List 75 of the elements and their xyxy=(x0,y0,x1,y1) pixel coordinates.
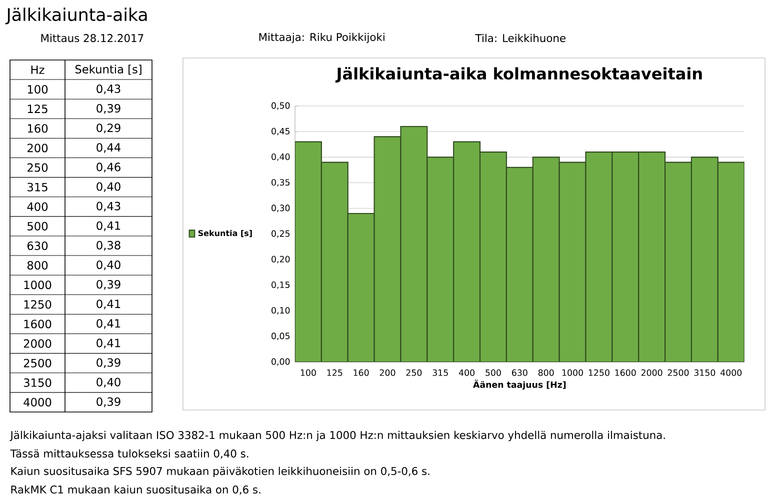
text: RakMK C1 mukaan kaiun suositusaika on 0,6 s. xyxy=(11,485,260,495)
text: 0,41 xyxy=(96,300,120,310)
text: 0,41 xyxy=(96,338,120,348)
text: 0,38 xyxy=(96,240,120,251)
y-tick-label: 0,20 xyxy=(272,256,290,264)
text: 0,44 xyxy=(96,143,120,153)
y-tick-label: 0,15 xyxy=(272,281,290,289)
y-tick-label: 0,05 xyxy=(272,332,290,340)
text: 0,40 xyxy=(96,182,120,192)
category-label: 3150 xyxy=(24,378,52,387)
x-tick-label: 160 xyxy=(354,369,369,376)
y-tick-label: 0,45 xyxy=(272,128,290,136)
y-tick-label: 0,30 xyxy=(272,204,290,212)
text: Tila: Leikkihuone xyxy=(475,34,566,42)
text: Mittaus 28.12.2017 xyxy=(41,34,144,42)
text: Hz xyxy=(31,66,44,74)
text: 0,39 xyxy=(96,358,120,368)
category-label: 500 xyxy=(28,222,48,230)
x-tick-label: 1600 xyxy=(615,369,636,376)
category-label: 100 xyxy=(28,85,48,94)
text: 0,39 xyxy=(96,280,120,290)
text: Kaiun suositusaika SFS 5907 mukaan päiväkotien leikkihuoneisiin on 0,5-0,6 s. xyxy=(11,466,430,478)
x-tick-label: 250 xyxy=(406,369,422,376)
x-tick-label: 315 xyxy=(432,369,448,376)
category-label: 800 xyxy=(27,261,48,270)
category-label: 1600 xyxy=(24,320,52,328)
category-label: 200 xyxy=(28,144,48,152)
x-tick-label: 3150 xyxy=(694,369,716,376)
text: Mittaaja: Riku Poikkijoki xyxy=(259,32,384,44)
text: 0,46 xyxy=(96,162,120,172)
chart-title: Jälkikaiunta-aika kolmannesoktaaveitain xyxy=(335,67,702,83)
x-tick-label: 100 xyxy=(300,369,316,376)
text: 0,41 xyxy=(96,221,120,232)
text: Sekuntia [s] xyxy=(75,64,142,75)
text: 0,43 xyxy=(96,84,120,94)
category-label: 4000 xyxy=(24,398,52,406)
category-label: 400 xyxy=(27,202,48,211)
y-tick-label: 0,35 xyxy=(272,179,290,187)
y-tick-label: 0,40 xyxy=(272,153,290,161)
text: 0,39 xyxy=(96,104,120,114)
x-tick-label: 400 xyxy=(458,369,474,376)
category-label: 630 xyxy=(27,241,48,250)
category-label: 250 xyxy=(28,163,48,172)
text: 0,40 xyxy=(96,260,120,270)
category-label: 160 xyxy=(28,124,48,133)
x-axis-title: Äänen taajuus [Hz] xyxy=(473,380,566,390)
text: Jälkikaiunta-aika xyxy=(5,8,147,24)
x-tick-label: 200 xyxy=(380,369,396,376)
y-tick-label: 0,25 xyxy=(272,230,290,238)
category-label: 1000 xyxy=(24,280,52,290)
text: Jälkikaiunta-ajaksi valitaan ISO 3382-1 mukaan 500 Hz:n ja 1000 Hz:n mittauksien keskiarvo yhdellä numerolla ilmaistuna. xyxy=(10,430,665,442)
category-label: 2500 xyxy=(24,358,52,368)
y-tick-label: 0,00 xyxy=(272,358,290,366)
x-tick-label: 2000 xyxy=(641,369,662,376)
text: Tässä mittauksessa tulokseksi saatiin 0,40 s. xyxy=(10,449,248,459)
text: 0,41 xyxy=(96,319,120,329)
y-tick-label: 0,10 xyxy=(272,307,290,315)
x-tick-label: 125 xyxy=(327,369,342,376)
category-label: 125 xyxy=(28,104,48,114)
category-label: 2000 xyxy=(24,339,52,348)
y-tick-label: 0,50 xyxy=(272,102,290,110)
text: 0,43 xyxy=(96,202,120,212)
x-tick-label: 630 xyxy=(512,369,528,376)
x-tick-label: 2500 xyxy=(668,369,689,376)
category-label: 315 xyxy=(28,182,48,192)
text: 0,40 xyxy=(96,378,120,388)
text: 0,29 xyxy=(96,124,120,134)
text: 0,39 xyxy=(96,397,120,408)
x-tick-label: 800 xyxy=(538,369,554,376)
x-tick-label: 500 xyxy=(486,369,501,376)
x-tick-label: 1000 xyxy=(562,369,583,376)
category-label: 1250 xyxy=(24,300,52,309)
legend-label: Sekuntia [s] xyxy=(198,230,252,238)
x-tick-label: 1250 xyxy=(588,369,610,376)
x-tick-label: 4000 xyxy=(720,369,742,376)
